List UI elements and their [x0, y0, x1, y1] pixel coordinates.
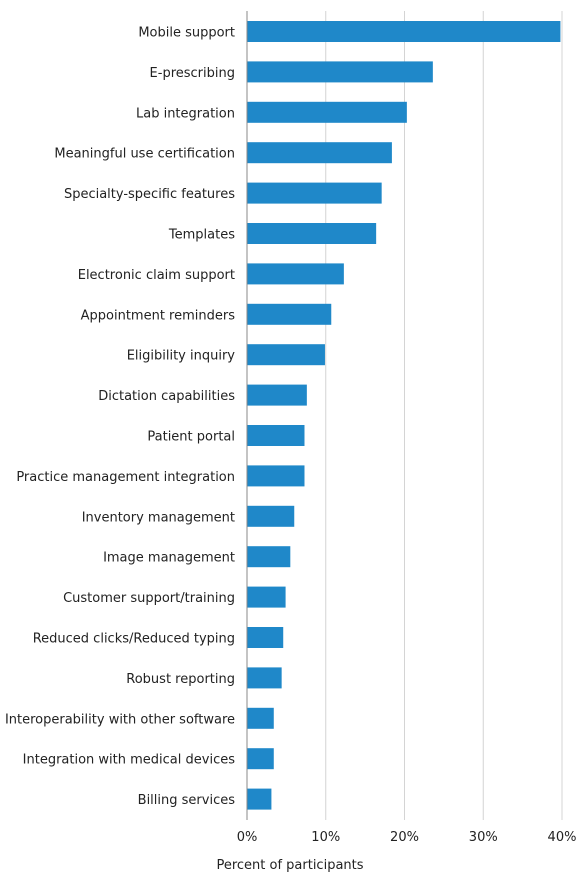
x-tick-label: 20%	[390, 830, 419, 845]
category-label: Electronic claim support	[78, 268, 235, 283]
x-tick-label: 40%	[548, 830, 577, 845]
category-label: Mobile support	[138, 26, 235, 41]
category-label: Inventory management	[82, 510, 235, 525]
category-label: Dictation capabilities	[98, 389, 235, 404]
bar	[247, 223, 377, 244]
bar	[247, 748, 274, 770]
bar	[247, 142, 392, 164]
bar	[247, 465, 305, 487]
bar	[247, 546, 291, 568]
bar	[247, 667, 282, 689]
bars	[247, 21, 561, 810]
category-label: Eligibility inquiry	[127, 349, 236, 364]
bar	[247, 586, 286, 608]
category-label: Patient portal	[147, 430, 235, 445]
bar	[247, 384, 307, 406]
category-label: Reduced clicks/Reduced typing	[33, 632, 235, 647]
bar	[247, 101, 407, 123]
category-label: Interoperability with other software	[5, 712, 235, 727]
category-label: Practice management integration	[16, 470, 235, 485]
bar	[247, 627, 284, 648]
bar	[247, 61, 433, 83]
category-label: Image management	[103, 551, 235, 566]
x-tick-labels: 0% 10% 20% 30% 40%	[237, 830, 577, 845]
bar	[247, 505, 295, 527]
x-axis-title: Percent of participants	[216, 858, 363, 873]
x-tick-label: 10%	[311, 830, 340, 845]
bar	[247, 182, 382, 204]
bar	[247, 263, 344, 285]
category-label: Meaningful use certification	[54, 147, 235, 162]
category-label: Customer support/training	[63, 591, 235, 606]
category-label: Integration with medical devices	[23, 753, 236, 768]
category-label: Templates	[168, 228, 235, 243]
category-labels: Mobile support E-prescribing Lab integrati…	[5, 26, 235, 809]
category-label: Robust reporting	[126, 672, 235, 687]
category-label: Lab integration	[136, 106, 235, 121]
bar	[247, 707, 274, 729]
bar	[247, 788, 272, 810]
x-tick-label: 30%	[469, 830, 498, 845]
category-label: Billing services	[138, 793, 236, 808]
grid-lines	[325, 11, 563, 820]
category-label: Specialty-specific features	[64, 187, 235, 202]
bar	[247, 425, 305, 446]
bar	[247, 344, 325, 366]
bar	[247, 21, 561, 42]
x-tick-label: 0%	[237, 830, 258, 845]
bar	[247, 303, 332, 325]
category-label: E-prescribing	[150, 66, 235, 81]
category-label: Appointment reminders	[81, 308, 236, 323]
